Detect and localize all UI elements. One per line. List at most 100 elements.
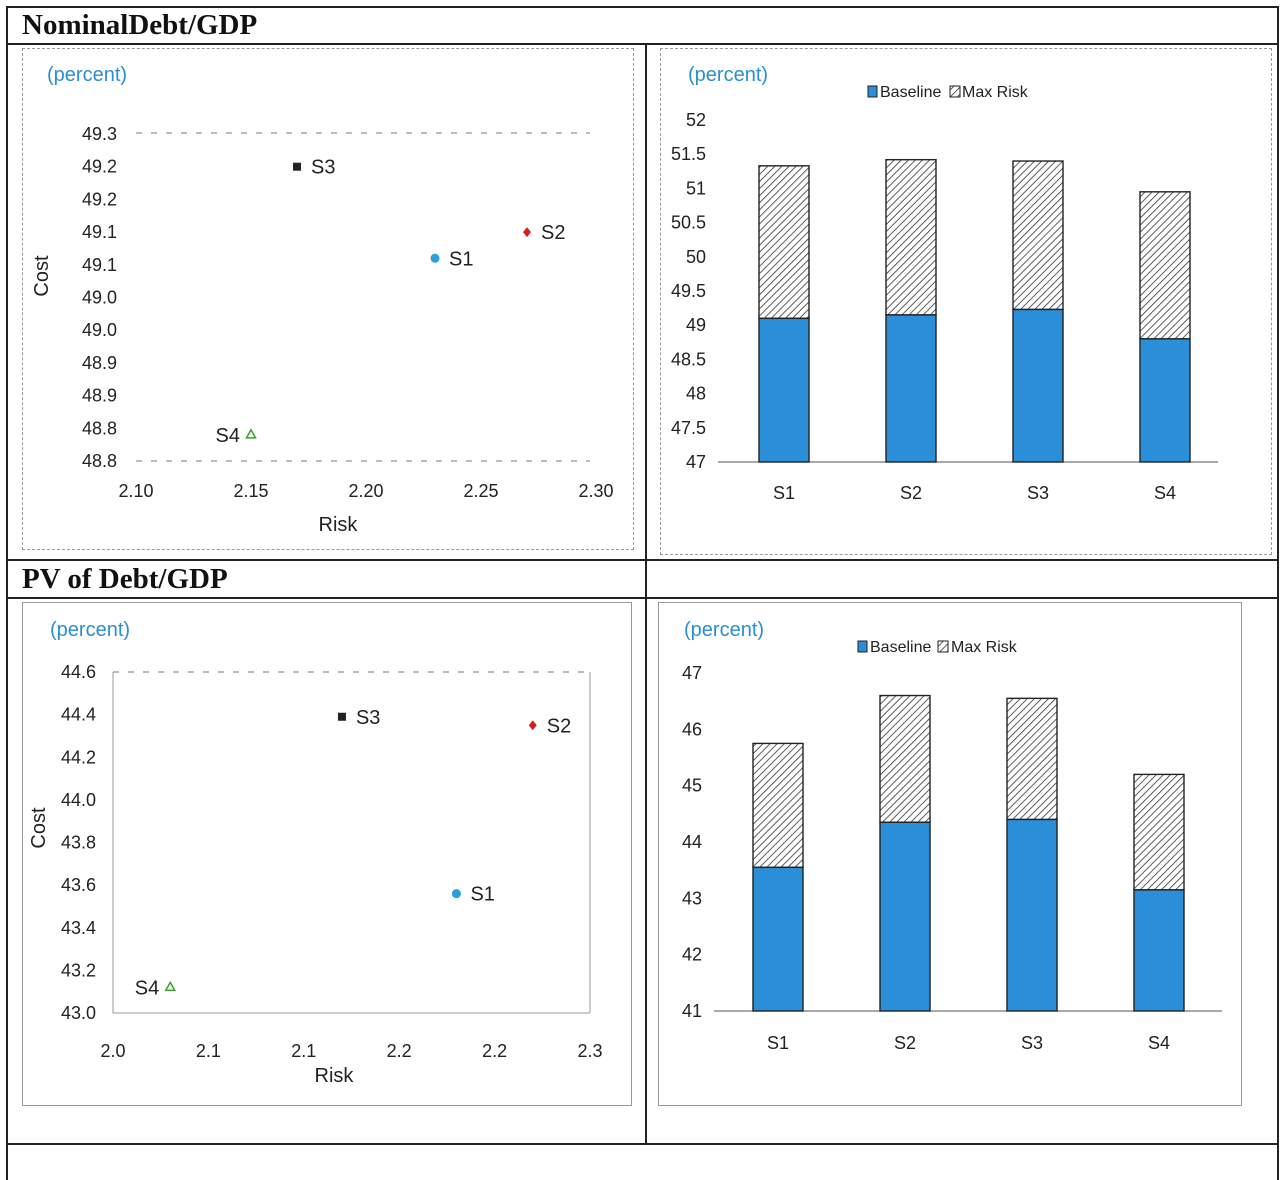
y-tick-label: 47.5 [671, 418, 706, 438]
y-tick-label: 44 [682, 832, 702, 852]
x-tick-label: 2.30 [578, 481, 613, 501]
y-tick-label: 49.0 [82, 320, 117, 340]
y-tick-label: 46 [682, 719, 702, 739]
legend-swatch-maxrisk [937, 640, 949, 653]
y-tick-label: 49.1 [82, 255, 117, 275]
y-tick-label: 44.0 [61, 790, 96, 810]
x-tick-label: 2.20 [348, 481, 383, 501]
chart-frame-nominal-bar [660, 48, 1272, 555]
y-tick-label: 42 [682, 945, 702, 965]
bar-baseline-s3 [1006, 818, 1058, 1012]
legend-swatch-maxrisk [949, 85, 961, 98]
table-border [6, 6, 1279, 8]
point-label-s1: S1 [470, 884, 494, 906]
y-tick-label: 43.0 [61, 1003, 96, 1023]
chart-frame-nominal-scatter [22, 48, 634, 550]
scatter-point-s1 [451, 889, 461, 899]
y-tick-label: 50 [686, 247, 706, 267]
scatter-point-s3 [337, 712, 346, 721]
bar-maxrisk-s4 [1133, 773, 1185, 891]
point-label-s2: S2 [547, 715, 571, 737]
bar-maxrisk-s3 [1006, 697, 1058, 821]
legend-label-baseline: Baseline [870, 639, 931, 656]
y-tick-label: 43.6 [61, 875, 96, 895]
y-tick-label: 43 [682, 888, 702, 908]
legend-swatch-baseline [867, 85, 878, 98]
y-tick-label: 44.2 [61, 747, 96, 767]
legend-label-baseline: Baseline [880, 84, 941, 101]
x-tick-label: 2.1 [196, 1041, 221, 1061]
table-border [6, 1143, 1279, 1145]
point-label-s4: S4 [216, 425, 240, 447]
x-tick-label: S3 [1027, 483, 1049, 503]
y-tick-label: 43.8 [61, 833, 96, 853]
x-tick-label: 2.15 [233, 481, 268, 501]
x-tick-label: 2.2 [482, 1041, 507, 1061]
scatter-point-s3 [293, 162, 301, 171]
point-label-s3: S3 [356, 707, 380, 729]
x-tick-label: S3 [1021, 1033, 1043, 1053]
y-axis-label: Cost [31, 255, 53, 297]
scatter-point-s2 [523, 227, 531, 238]
y-tick-label: 49.0 [82, 288, 117, 308]
point-label-s4: S4 [135, 977, 159, 999]
y-tick-label: 43.4 [61, 918, 96, 938]
x-tick-label: 2.3 [577, 1041, 602, 1061]
y-axis-label: Cost [28, 807, 50, 849]
scatter-point-s4 [164, 980, 177, 992]
bar-baseline-s3 [1012, 308, 1064, 463]
unit-label: (percent) [50, 619, 130, 641]
y-tick-label: 49.2 [82, 189, 117, 209]
bar-baseline-s1 [752, 866, 804, 1012]
x-tick-label: S2 [894, 1033, 916, 1053]
bar-maxrisk-s2 [879, 694, 931, 823]
table-border [6, 559, 1279, 561]
y-tick-label: 48.8 [82, 451, 117, 471]
bar-maxrisk-s1 [752, 742, 804, 869]
x-tick-label: S4 [1154, 483, 1176, 503]
bar-maxrisk-s3 [1012, 160, 1064, 311]
point-label-s3: S3 [311, 157, 335, 179]
section-title-pv: PV of Debt/GDP [22, 563, 228, 595]
y-tick-label: 51.5 [671, 144, 706, 164]
bar-baseline-s1 [758, 317, 810, 463]
scatter-point-s4 [245, 428, 257, 439]
y-tick-label: 51 [686, 178, 706, 198]
unit-label: (percent) [688, 64, 768, 86]
legend-label-maxrisk: Max Risk [962, 84, 1029, 101]
table-border [6, 597, 1279, 599]
bar-baseline-s4 [1133, 889, 1185, 1012]
x-tick-label: S4 [1148, 1033, 1170, 1053]
bar-maxrisk-s4 [1139, 191, 1191, 340]
scatter-point-s1 [430, 253, 440, 263]
table-border [6, 6, 8, 1180]
x-tick-label: 2.10 [118, 481, 153, 501]
y-tick-label: 48.8 [82, 418, 117, 438]
y-tick-label: 52 [686, 110, 706, 130]
unit-label: (percent) [684, 619, 764, 641]
scatter-point-s2 [528, 720, 537, 731]
table-border [6, 43, 1279, 45]
y-tick-label: 48.5 [671, 349, 706, 369]
bar-baseline-s4 [1139, 338, 1191, 463]
y-tick-label: 47 [686, 452, 706, 472]
y-tick-label: 45 [682, 776, 702, 796]
chart-frame-pv-bar [658, 602, 1242, 1106]
bar-baseline-s2 [879, 821, 931, 1012]
y-tick-label: 49.5 [671, 281, 706, 301]
y-tick-label: 49.3 [82, 124, 117, 144]
table-border [1277, 6, 1279, 1180]
bar-maxrisk-s2 [885, 158, 937, 316]
y-tick-label: 44.6 [61, 662, 96, 682]
x-tick-label: 2.0 [100, 1041, 125, 1061]
chart-frame-pv-scatter [22, 602, 632, 1106]
y-tick-label: 48.9 [82, 353, 117, 373]
y-tick-label: 48.9 [82, 386, 117, 406]
x-tick-label: 2.2 [387, 1041, 412, 1061]
y-tick-label: 49.1 [82, 222, 117, 242]
bar-maxrisk-s1 [758, 165, 810, 320]
